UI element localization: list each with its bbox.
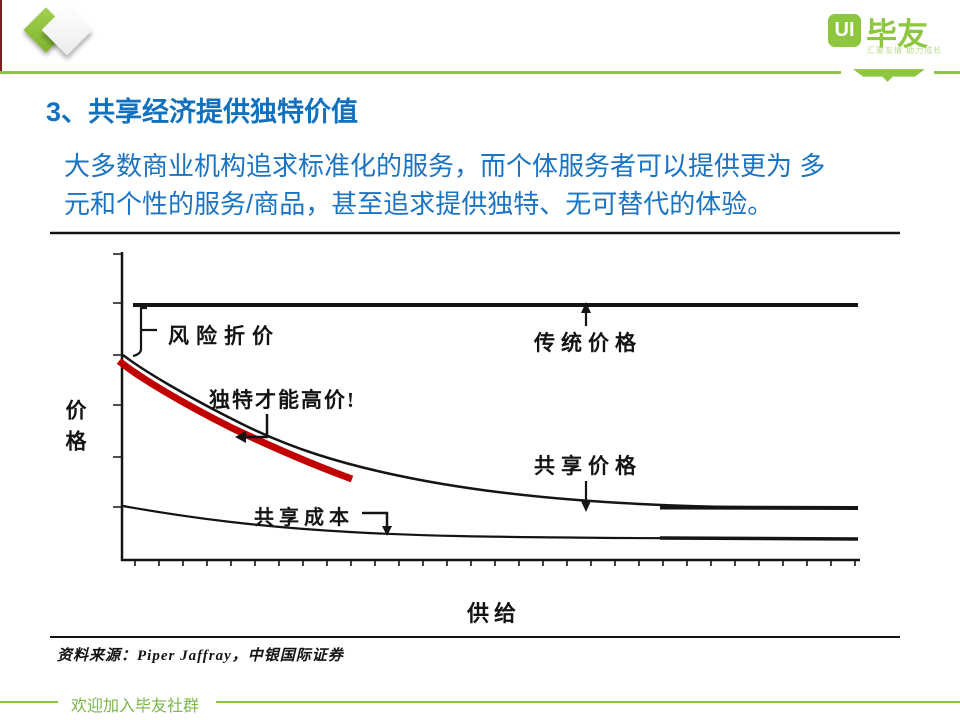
y-axis-label: 价格 [63,399,87,461]
sharing-cost-curve-thick-end [659,536,859,541]
source-citation: 资料来源：Piper Jaffray，中银国际证券 [57,648,344,664]
paragraph-line-2: 元和个性的服务/商品，甚至追求提供独特、无可替代的体验。 [64,189,774,219]
sharing-cost-arrowhead-icon [382,526,392,536]
traditional-price-label: 传统价格 [534,331,642,355]
slide-paragraph: 大多数商业机构追求标准化的服务，而个体服务者可以提供更为 多 元和个性的服务/商… [64,147,888,223]
footer-divider-left [0,701,58,703]
unique-arrowhead-icon [235,431,246,443]
x-axis-ticks [134,560,856,566]
slide-title: 3、共享经济提供独特价值 [46,97,359,127]
sharing-price-label: 共享价格 [534,454,642,478]
sharing-price-curve-thick-end [659,505,859,510]
sharing-cost-curve [122,504,859,541]
traditional-price-arrowhead-icon [581,302,591,313]
header-divider-line-right [934,71,960,74]
brand-tagline: 汇聚友情 助力成长 [867,46,943,55]
unique-high-price-label: 独特才能高价! [209,388,356,412]
footer-divider-right [216,701,960,703]
red-highlight-segment [116,358,354,483]
risk-discount-bracket [132,306,157,358]
y-axis-ticks [113,253,122,508]
footer-text: 欢迎加入毕友社群 [71,698,200,715]
brand-name: 毕友 [866,17,928,52]
unique-label-elbow-arrow [243,414,269,439]
x-axis-label: 供给 [467,601,522,626]
risk-discount-label: 风险折价 [168,324,280,348]
sharing-price-arrowhead-icon [581,501,591,512]
sharing-cost-label: 共享成本 [254,507,354,529]
ui-logo-badge: UI [828,14,861,47]
header-divider-line [0,71,841,74]
sharing-cost-elbow-arrow [362,511,389,528]
paragraph-line-1: 大多数商业机构追求标准化的服务，而个体服务者可以提供更为 多 [64,151,826,181]
left-edge-accent-bar [0,0,2,72]
